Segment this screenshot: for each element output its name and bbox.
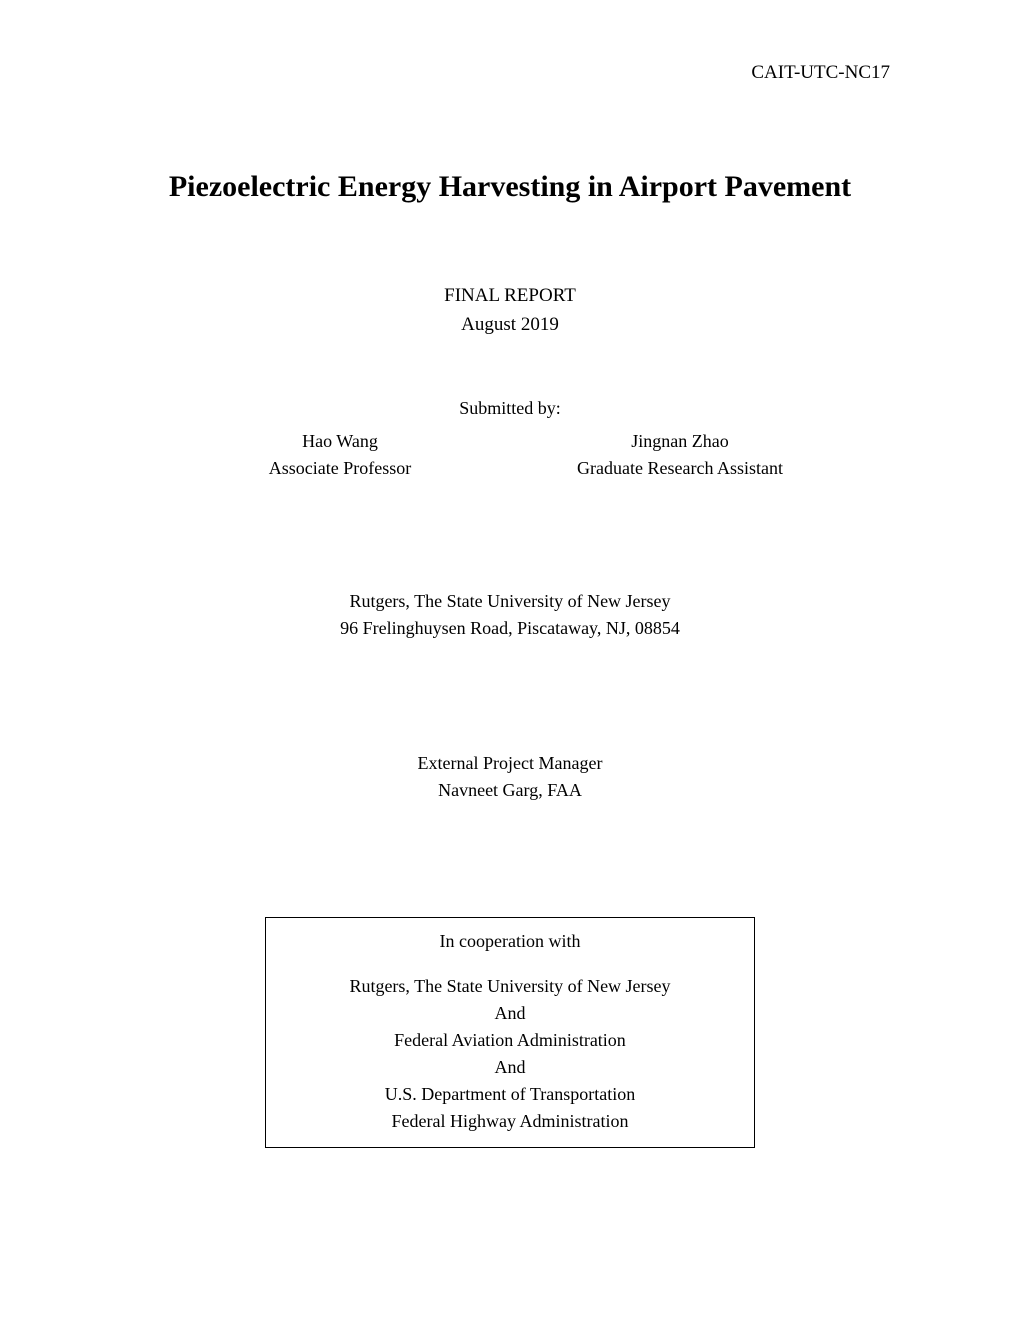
author-left-name: Hao Wang (170, 428, 510, 455)
affiliation-block: Rutgers, The State University of New Jer… (0, 588, 1020, 642)
external-pm-name: Navneet Garg, FAA (0, 777, 1020, 804)
author-left: Hao Wang Associate Professor (170, 428, 510, 482)
subtitle-block: FINAL REPORT August 2019 (0, 282, 1020, 339)
cooperation-box: In cooperation with Rutgers, The State U… (265, 917, 755, 1148)
report-id: CAIT-UTC-NC17 (751, 62, 890, 84)
authors-row: Hao Wang Associate Professor Jingnan Zha… (0, 428, 1020, 482)
cooperation-line6: Federal Highway Administration (276, 1108, 744, 1135)
cooperation-line3: Federal Aviation Administration (276, 1027, 744, 1054)
external-pm-label: External Project Manager (0, 750, 1020, 777)
report-date: August 2019 (0, 311, 1020, 340)
cooperation-line5: U.S. Department of Transportation (276, 1081, 744, 1108)
cooperation-line2: And (276, 1000, 744, 1027)
external-pm-block: External Project Manager Navneet Garg, F… (0, 750, 1020, 804)
page-title: Piezoelectric Energy Harvesting in Airpo… (0, 170, 1020, 204)
author-right-role: Graduate Research Assistant (510, 455, 850, 482)
affiliation-line1: Rutgers, The State University of New Jer… (0, 588, 1020, 615)
cooperation-heading: In cooperation with (276, 928, 744, 955)
report-type: FINAL REPORT (0, 282, 1020, 311)
cooperation-line1: Rutgers, The State University of New Jer… (276, 973, 744, 1000)
affiliation-line2: 96 Frelinghuysen Road, Piscataway, NJ, 0… (0, 615, 1020, 642)
author-right-name: Jingnan Zhao (510, 428, 850, 455)
author-right: Jingnan Zhao Graduate Research Assistant (510, 428, 850, 482)
submitted-by-label: Submitted by: (0, 398, 1020, 419)
cooperation-line4: And (276, 1054, 744, 1081)
author-left-role: Associate Professor (170, 455, 510, 482)
